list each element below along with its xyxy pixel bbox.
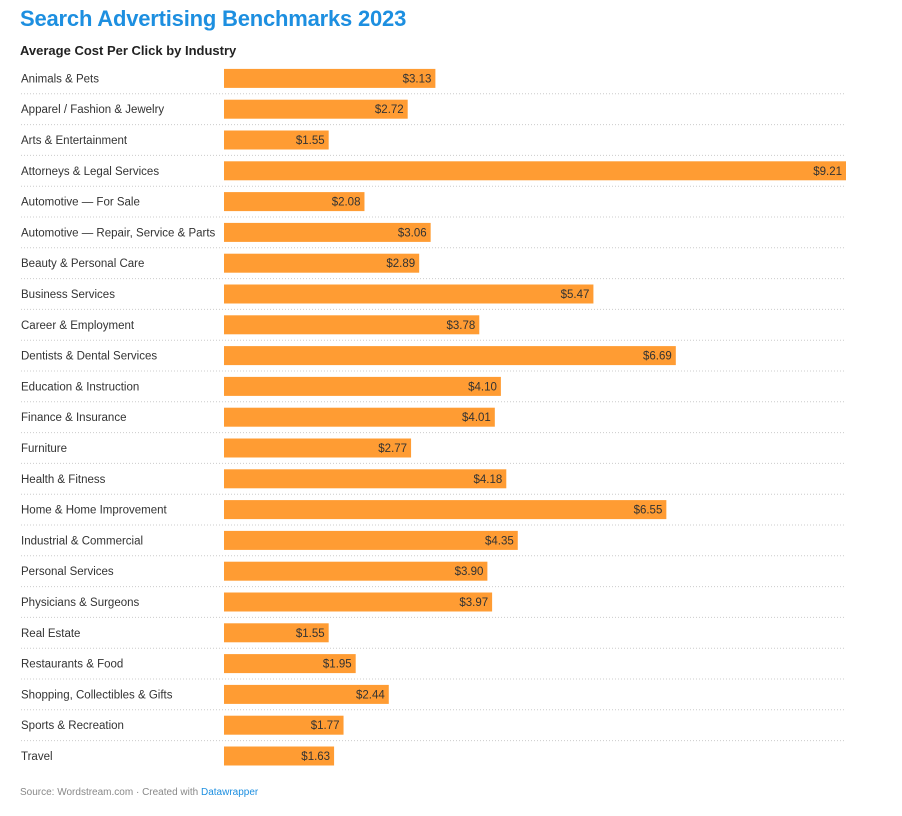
bar <box>224 346 676 366</box>
bar-row: Restaurants & Food $1.95 <box>21 654 846 680</box>
category-label: Physicians & Surgeons <box>21 597 140 609</box>
bar <box>224 284 594 304</box>
value-label: $1.95 <box>323 659 352 671</box>
bar-row: Personal Services $3.90 <box>21 561 846 588</box>
category-label: Finance & Insurance <box>21 412 126 424</box>
bar-row: Health & Fitness $4.18 <box>21 469 846 495</box>
value-label: $6.55 <box>634 505 663 517</box>
category-label: Business Services <box>21 289 115 301</box>
bar <box>224 253 420 273</box>
bar <box>224 592 493 612</box>
value-label: $1.55 <box>296 135 325 147</box>
category-label: Restaurants & Food <box>21 659 123 671</box>
bar-row: Animals & Pets $3.13 <box>21 68 846 95</box>
bar-row: Automotive — For Sale $2.08 <box>21 192 846 218</box>
bar-row: Dentists & Dental Services $6.69 <box>21 346 846 372</box>
category-label: Apparel / Fashion & Jewelry <box>21 104 164 116</box>
source-text: Source: Wordstream.com · Created with <box>20 787 201 798</box>
bar-row: Attorneys & Legal Services $9.21 <box>21 161 846 187</box>
chart-subtitle: Average Cost Per Click by Industry <box>20 43 237 58</box>
bar-row: Sports & Recreation $1.77 <box>21 715 846 742</box>
bar <box>224 130 329 150</box>
bar-row: Home & Home Improvement $6.55 <box>21 500 846 526</box>
category-label: Career & Employment <box>21 320 135 332</box>
value-label: $2.77 <box>378 443 407 455</box>
value-label: $6.69 <box>643 351 672 363</box>
category-label: Travel <box>21 751 53 763</box>
category-label: Furniture <box>21 443 67 455</box>
bar <box>224 407 495 427</box>
bar <box>224 746 335 766</box>
bar-row: Automotive — Repair, Service & Parts $3.0… <box>21 222 846 249</box>
bar <box>224 500 667 520</box>
value-label: $3.78 <box>447 320 476 332</box>
category-label: Automotive — For Sale <box>21 197 140 209</box>
value-label: $1.77 <box>311 720 340 732</box>
bar-row: Arts & Entertainment $1.55 <box>21 130 846 156</box>
value-label: $2.44 <box>356 689 385 701</box>
value-label: $2.08 <box>332 197 361 209</box>
category-label: Education & Instruction <box>21 381 139 393</box>
bar-row: Finance & Insurance $4.01 <box>21 407 846 434</box>
category-label: Health & Fitness <box>21 474 106 486</box>
bar <box>224 192 365 212</box>
bar <box>224 438 412 458</box>
bar-row: Beauty & Personal Care $2.89 <box>21 253 846 280</box>
bar <box>224 623 329 643</box>
value-label: $5.47 <box>561 289 590 301</box>
category-label: Automotive — Repair, Service & Parts <box>21 227 216 239</box>
value-label: $4.18 <box>474 474 503 486</box>
bar <box>224 315 480 335</box>
bar <box>224 222 431 242</box>
value-label: $3.06 <box>398 227 427 239</box>
bar-chart: Animals & Pets $3.13 Apparel / Fashion & J… <box>21 68 846 766</box>
category-label: Personal Services <box>21 566 114 578</box>
bar-row: Physicians & Surgeons $3.97 <box>21 592 846 618</box>
bar <box>224 684 389 704</box>
bar <box>224 469 507 489</box>
category-label: Shopping, Collectibles & Gifts <box>21 689 173 701</box>
bar-row: Industrial & Commercial $4.35 <box>21 530 846 557</box>
bar-row: Apparel / Fashion & Jewelry $2.72 <box>21 99 846 126</box>
bar <box>224 161 846 181</box>
category-label: Attorneys & Legal Services <box>21 166 159 178</box>
bar <box>224 376 501 396</box>
category-label: Home & Home Improvement <box>21 505 168 517</box>
bar <box>224 530 518 550</box>
bar-row: Travel $1.63 <box>21 746 335 766</box>
value-label: $3.97 <box>459 597 488 609</box>
value-label: $4.10 <box>468 381 497 393</box>
category-label: Beauty & Personal Care <box>21 258 144 270</box>
value-label: $2.89 <box>386 258 415 270</box>
value-label: $3.13 <box>403 73 432 85</box>
chart-title: Search Advertising Benchmarks 2023 <box>20 6 407 31</box>
value-label: $1.55 <box>296 628 325 640</box>
category-label: Animals & Pets <box>21 73 99 85</box>
bar <box>224 561 488 581</box>
chart-footer: Source: Wordstream.com · Created with Da… <box>20 787 258 798</box>
category-label: Arts & Entertainment <box>21 135 128 147</box>
category-label: Industrial & Commercial <box>21 535 143 547</box>
category-label: Dentists & Dental Services <box>21 351 157 363</box>
bar-row: Real Estate $1.55 <box>21 623 846 649</box>
value-label: $3.90 <box>455 566 484 578</box>
bar-row: Shopping, Collectibles & Gifts $2.44 <box>21 684 846 711</box>
category-label: Real Estate <box>21 628 80 640</box>
category-label: Sports & Recreation <box>21 720 124 732</box>
bar <box>224 715 344 735</box>
value-label: $4.35 <box>485 535 514 547</box>
value-label: $2.72 <box>375 104 404 116</box>
datawrapper-link[interactable]: Datawrapper <box>201 787 259 798</box>
bar <box>224 654 356 674</box>
bar <box>224 68 436 88</box>
bar-row: Education & Instruction $4.10 <box>21 376 846 403</box>
bar-row: Career & Employment $3.78 <box>21 315 846 341</box>
bar <box>224 99 408 119</box>
bar-row: Business Services $5.47 <box>21 284 846 310</box>
value-label: $1.63 <box>301 751 330 763</box>
bar-row: Furniture $2.77 <box>21 438 846 464</box>
value-label: $9.21 <box>813 166 842 178</box>
value-label: $4.01 <box>462 412 491 424</box>
